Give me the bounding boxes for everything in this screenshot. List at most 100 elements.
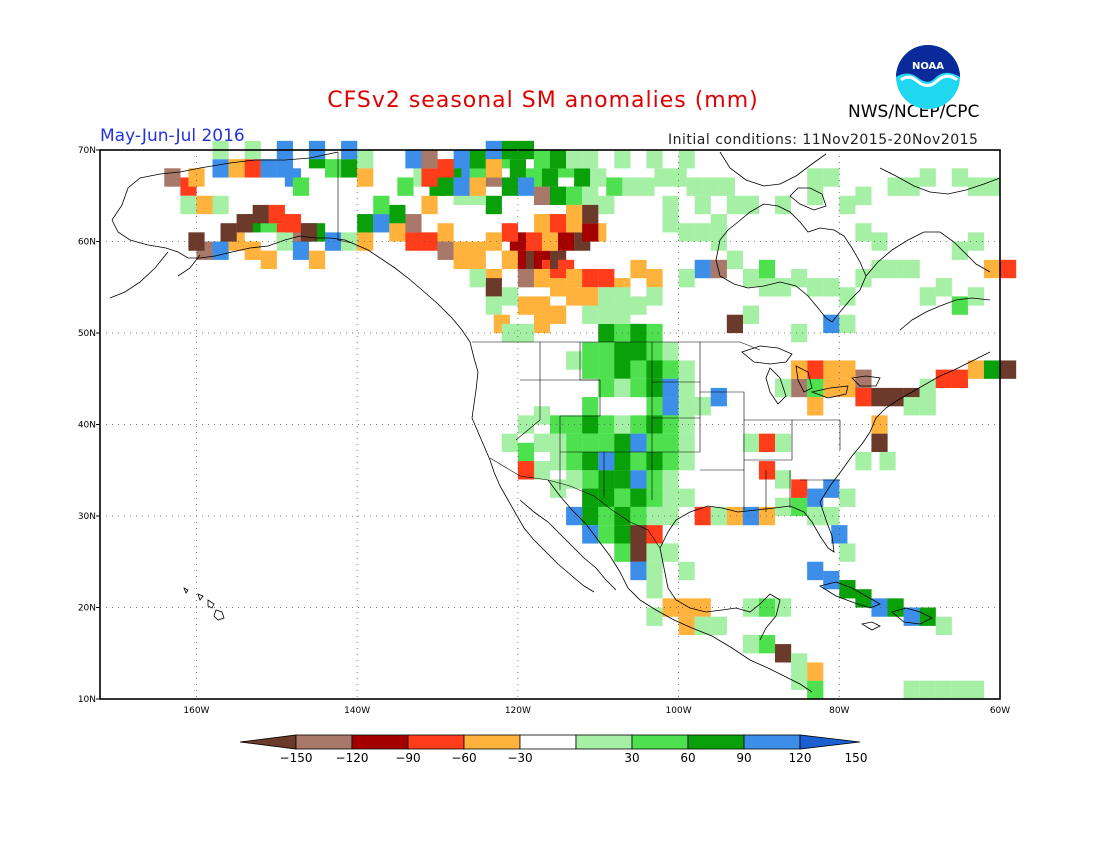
anomaly-cell <box>485 232 502 251</box>
anomaly-cell <box>678 415 695 434</box>
anomaly-cell <box>533 150 551 169</box>
anomaly-cell <box>260 250 277 270</box>
anomaly-cell <box>244 159 261 178</box>
anomaly-cell <box>373 195 390 215</box>
anomaly-cell <box>646 150 663 169</box>
lat-tick-label: 70N <box>78 146 96 156</box>
anomaly-cell <box>662 451 679 471</box>
anomaly-cell <box>164 168 181 187</box>
anomaly-cell <box>574 168 591 187</box>
anomaly-cell <box>662 378 679 398</box>
anomaly-cell <box>807 168 824 187</box>
anomaly-cell <box>646 525 663 544</box>
anomaly-cell <box>357 150 374 169</box>
anomaly-cell <box>726 250 743 270</box>
anomaly-cell <box>582 268 599 288</box>
anomaly-cell <box>437 177 454 196</box>
anomaly-cell <box>389 223 406 242</box>
anomaly-cell <box>823 278 840 297</box>
anomaly-cell <box>614 305 631 324</box>
anomaly-cell <box>638 177 655 196</box>
anomaly-cell <box>758 259 776 279</box>
anomaly-cell <box>614 287 631 306</box>
anomaly-cell <box>807 378 824 398</box>
colorbar-left-arrow <box>239 734 297 750</box>
anomaly-cell <box>630 543 647 562</box>
anomaly-cell <box>951 241 968 260</box>
anomaly-cell <box>758 506 776 526</box>
anomaly-cell <box>421 232 438 251</box>
anomaly-cell <box>710 259 727 279</box>
anomaly-cell <box>887 259 904 279</box>
anomaly-cell <box>501 287 518 306</box>
anomaly-cell <box>188 168 205 187</box>
anomaly-cell <box>437 241 454 260</box>
anomaly-cell <box>582 506 599 526</box>
anomaly-cell <box>630 506 647 526</box>
anomaly-cell <box>566 433 583 453</box>
anomaly-cell <box>646 268 663 288</box>
lat-tick-label: 20N <box>78 604 96 614</box>
anomaly-cell <box>630 470 647 489</box>
anomaly-cell <box>662 342 679 361</box>
anomaly-cell <box>582 397 599 416</box>
anomaly-cell <box>871 259 888 279</box>
anomaly-cell <box>630 433 647 453</box>
anomaly-cell <box>919 287 936 306</box>
anomaly-cell <box>485 195 502 215</box>
anomaly-cell <box>614 342 631 361</box>
anomaly-cell <box>662 543 679 562</box>
anomaly-cell <box>614 150 631 169</box>
anomaly-cell <box>646 415 663 434</box>
anomaly-cell <box>357 232 374 251</box>
lon-tick-label: 80W <box>829 706 849 716</box>
lat-tick-labels: 70N 60N 50N 40N 30N 20N 10N <box>78 146 100 705</box>
anomaly-cell <box>855 223 872 242</box>
anomaly-cell <box>598 433 615 453</box>
anomaly-cell <box>879 451 896 471</box>
anomaly-cell <box>525 232 543 251</box>
anomaly-cell <box>855 451 872 471</box>
colorbar-label: −120 <box>336 751 369 765</box>
anomaly-cell <box>903 397 920 416</box>
anomaly-cell <box>582 451 599 471</box>
anomaly-cell <box>871 598 888 617</box>
lat-tick-label: 50N <box>78 329 96 339</box>
colorbar-label: −90 <box>395 751 420 765</box>
anomaly-cell <box>614 360 631 379</box>
anomaly-cell <box>758 634 776 654</box>
anomaly-cell <box>517 177 535 196</box>
anomaly-cell <box>550 278 567 297</box>
anomaly-cell <box>236 214 253 233</box>
anomaly-cell <box>775 433 792 453</box>
anomaly-cell <box>742 598 760 617</box>
anomaly-cell <box>742 433 760 453</box>
anomaly-cell <box>550 186 567 205</box>
colorbar-label: 90 <box>736 751 751 765</box>
anomaly-cell <box>646 470 663 489</box>
anomaly-cell <box>550 479 567 498</box>
anomaly-cell <box>325 232 342 251</box>
anomaly-cell <box>453 177 470 196</box>
anomaly-cell <box>630 378 647 398</box>
anomaly-cell <box>935 616 952 636</box>
anomaly-cell <box>582 150 599 169</box>
anomaly-cell <box>710 387 727 407</box>
anomaly-cell <box>646 543 663 562</box>
anomaly-cell <box>533 314 551 334</box>
anomaly-cell <box>598 360 615 379</box>
anomaly-cell <box>566 150 583 169</box>
anomaly-cell <box>469 150 486 169</box>
anomaly-cell <box>967 287 985 306</box>
anomaly-cell <box>839 314 856 334</box>
anomaly-cell <box>501 250 518 270</box>
anomaly-cell <box>630 323 647 343</box>
anomaly-cell <box>341 159 358 178</box>
lon-tick-label: 160W <box>183 706 209 716</box>
colorbar-segment <box>295 734 353 750</box>
anomaly-cell <box>373 214 390 233</box>
colorbar-segment <box>463 734 521 750</box>
lat-tick-label: 10N <box>78 695 96 705</box>
anomaly-cell <box>582 360 599 379</box>
